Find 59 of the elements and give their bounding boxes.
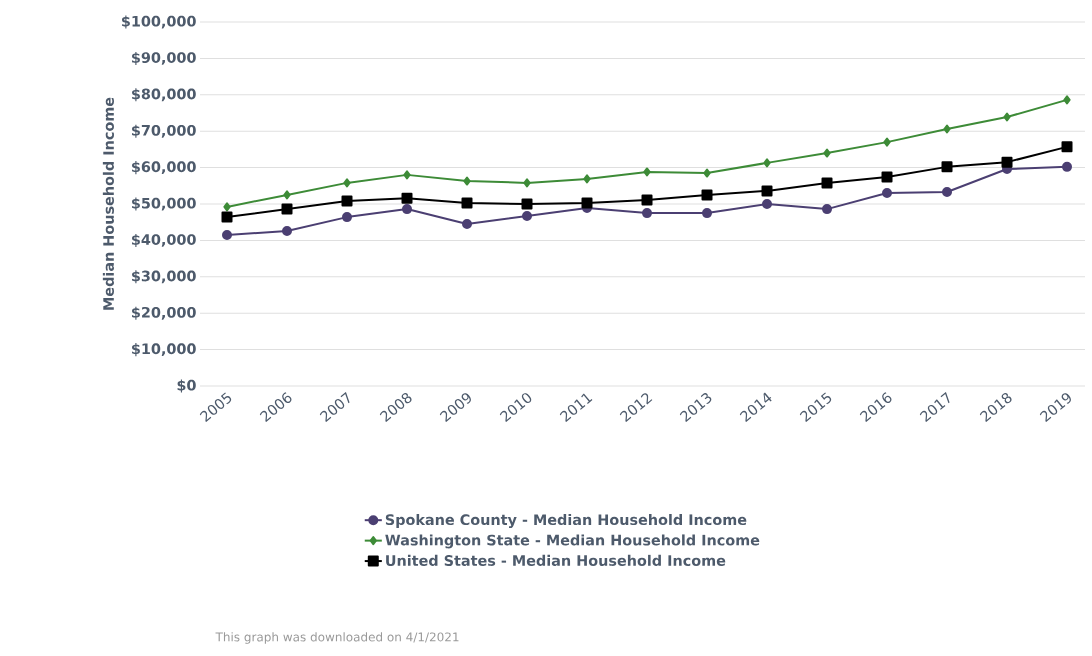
y-tick-label: $40,000 <box>132 233 196 247</box>
point <box>283 190 291 200</box>
point <box>221 211 233 223</box>
point <box>881 171 893 183</box>
point <box>282 225 292 236</box>
y-tick-label: $50,000 <box>132 197 196 211</box>
legend-label: Spokane County - Median Household Income <box>385 513 747 529</box>
legend-label: United States - Median Household Income <box>386 554 726 566</box>
point <box>821 177 833 189</box>
point <box>943 124 951 134</box>
legend-label: Washington State - Median Household Income <box>385 534 760 549</box>
y-tick-label: $80,000 <box>132 88 196 102</box>
point <box>341 195 353 207</box>
point <box>222 229 232 240</box>
point <box>343 178 351 188</box>
point <box>883 137 891 147</box>
point <box>942 186 953 197</box>
point <box>703 168 711 178</box>
point <box>642 208 653 219</box>
y-tick-label: $30,000 <box>132 270 196 284</box>
point <box>701 189 713 201</box>
y-tick-label: $70,000 <box>132 124 196 138</box>
point <box>583 174 591 184</box>
y-tick-label: $10,000 <box>132 343 196 357</box>
y-tick-label: $0 <box>177 379 196 393</box>
point <box>342 212 352 223</box>
point <box>581 197 593 209</box>
point <box>461 197 473 209</box>
point <box>403 170 411 180</box>
point <box>463 176 471 186</box>
point <box>643 167 651 177</box>
point <box>1001 156 1013 168</box>
point <box>702 208 713 219</box>
point <box>523 178 531 188</box>
point <box>281 203 293 215</box>
point <box>761 185 773 197</box>
y-axis-title: Median Household Income <box>102 97 114 310</box>
y-tick-label: $20,000 <box>132 306 196 320</box>
point <box>941 161 953 173</box>
point <box>882 188 893 199</box>
point <box>823 148 831 158</box>
point <box>462 219 473 230</box>
point <box>641 194 653 206</box>
point <box>822 204 833 215</box>
point <box>1062 161 1073 172</box>
y-tick-label: $60,000 <box>132 161 196 175</box>
point <box>1061 141 1073 153</box>
point <box>522 211 533 222</box>
point <box>762 199 773 209</box>
point <box>223 202 231 212</box>
point <box>1003 112 1011 122</box>
point <box>763 158 771 168</box>
point <box>521 198 533 210</box>
point <box>1063 95 1071 105</box>
point <box>402 204 412 215</box>
text: This graph was downloaded on 4/1/2021 <box>215 632 459 644</box>
y-tick-label: $100,000 <box>121 15 196 29</box>
point <box>401 192 413 204</box>
y-tick-label: $90,000 <box>132 51 196 65</box>
